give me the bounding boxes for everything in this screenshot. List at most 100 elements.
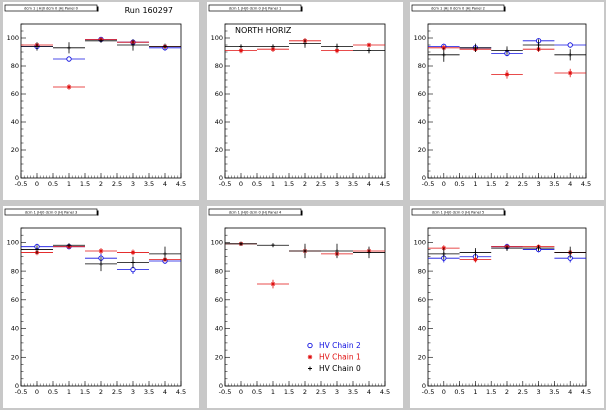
data-point — [257, 243, 289, 248]
marker-cross — [131, 43, 135, 47]
x-tick-label: 0.5 — [454, 388, 464, 396]
data-point — [53, 243, 85, 248]
data-point — [554, 42, 586, 48]
x-tick-label: 4 — [568, 180, 572, 188]
data-point — [53, 42, 85, 54]
x-tick-label: 3 — [537, 388, 541, 396]
x-tick-label: 0.5 — [48, 180, 58, 188]
data-point — [257, 44, 289, 49]
x-tick-label: 4 — [367, 388, 371, 396]
y-tick-label: 0 — [422, 382, 426, 390]
y-tick-label: 0 — [15, 174, 19, 182]
marker-cross — [67, 243, 71, 248]
plot-svg-0: dcm 1 | H|0 dcm 0 |H| Panel 002040608010… — [4, 4, 186, 188]
plot-svg-5: dcm 1 |H|0 dcm 0 |H| Panel 5020406080100… — [411, 208, 591, 396]
pad-title-shadow — [97, 6, 99, 12]
x-tick-label: 0.5 — [454, 180, 464, 188]
data-point — [257, 46, 289, 52]
x-tick-label: 0.5 — [252, 388, 262, 396]
y-tick-label: 100 — [414, 34, 426, 42]
x-tick-label: -0.5 — [15, 388, 28, 396]
x-tick-label: 2.5 — [518, 180, 528, 188]
x-tick-label: 0.5 — [252, 180, 262, 188]
data-point — [85, 256, 117, 272]
pad-title: dcm 1 | H|0 dcm 0 |H| Panel 0 — [4, 4, 99, 12]
x-tick-label: 0 — [35, 180, 39, 188]
x-tick-label: 3 — [537, 180, 541, 188]
marker-star — [130, 250, 136, 255]
data-point — [491, 70, 523, 79]
x-tick-label: 2 — [99, 180, 103, 188]
y-tick-label: 100 — [211, 239, 223, 247]
data-point — [85, 38, 117, 43]
marker-cross — [67, 45, 71, 50]
marker-star — [98, 248, 104, 254]
legend-label: HV Chain 2 — [319, 341, 361, 350]
marker-cross — [441, 52, 446, 57]
marker-cross — [367, 250, 371, 255]
marker-cross — [35, 44, 39, 49]
x-tick-label: 4.5 — [380, 180, 390, 188]
plot-pane-5: dcm 1 |H|0 dcm 0 |H| Panel 5 0 20 40 60 80 100… — [410, 206, 604, 408]
pad-title-shadow — [301, 6, 303, 12]
data-point — [522, 245, 555, 251]
y-tick-label: 20 — [418, 353, 426, 361]
marker-cross — [239, 44, 243, 49]
x-tick-label: 2 — [303, 180, 307, 188]
pad-title: dcm 1 |H|0 dcm 0 |H| Panel 3 — [4, 208, 99, 216]
x-tick-label: 2.5 — [112, 388, 122, 396]
series-chain0 — [428, 39, 586, 62]
marker-cross — [536, 246, 541, 251]
legend-marker-open-circle — [307, 342, 313, 349]
x-tick-label: 2 — [303, 388, 307, 396]
data-point — [53, 56, 85, 62]
pad-title: dcm 1 |H| 0 dcm 0 |H| Panel 2 — [411, 4, 506, 12]
x-tick-label: 1 — [271, 388, 275, 396]
series-chain1 — [21, 37, 181, 90]
plot-frame — [427, 227, 587, 387]
y-tick-label: 40 — [11, 118, 19, 126]
y-tick-label: 80 — [11, 62, 19, 70]
data-point — [353, 246, 385, 259]
y-tick-label: 40 — [215, 118, 223, 126]
legend-label: HV Chain 0 — [319, 364, 361, 373]
pad-title: dcm 1 |H|0 dcm 0 |H| Panel 4 — [208, 208, 303, 216]
x-tick-label: -0.5 — [15, 180, 28, 188]
x-tick-label: 1 — [67, 388, 71, 396]
data-point — [459, 248, 492, 257]
data-point — [459, 256, 492, 263]
pad-title-shadow — [301, 210, 303, 216]
y-tick-label: 20 — [215, 146, 223, 154]
data-point — [353, 42, 385, 48]
pad-title-text: dcm 1 |H|0 dcm 0 |H| Panel 4 — [229, 211, 282, 215]
y-tick-label: 0 — [219, 382, 223, 390]
x-tick-label: 4 — [568, 388, 572, 396]
x-tick-label: 0 — [35, 388, 39, 396]
marker-star — [270, 281, 276, 287]
y-tick-label: 60 — [11, 296, 19, 304]
data-point — [289, 39, 321, 48]
x-tick-label: 1.5 — [80, 180, 90, 188]
x-tick-label: -0.5 — [422, 180, 435, 188]
marker-star — [66, 84, 72, 90]
data-point — [321, 243, 353, 259]
marker-cross — [473, 45, 478, 50]
x-tick-label: 3 — [335, 180, 339, 188]
y-tick-label: 80 — [11, 267, 19, 275]
marker-cross — [163, 251, 167, 256]
pad-title: dcm 1 |H|0 dcm 0 |H| Panel 5 — [411, 208, 506, 216]
plot-frame — [20, 23, 182, 179]
y-tick-label: 60 — [215, 90, 223, 98]
x-tick-label: 0.5 — [48, 388, 58, 396]
x-tick-label: 3.5 — [549, 180, 559, 188]
run-label: Run 160297 — [125, 6, 173, 15]
marker-star — [568, 70, 573, 76]
data-point — [554, 68, 586, 78]
marker-star — [270, 47, 276, 52]
y-tick-label: 20 — [11, 353, 19, 361]
x-tick-label: 3.5 — [144, 388, 154, 396]
marker-cross — [568, 52, 573, 57]
y-tick-label: 80 — [418, 267, 426, 275]
marker-star — [441, 245, 446, 251]
y-tick-label: 20 — [418, 146, 426, 154]
